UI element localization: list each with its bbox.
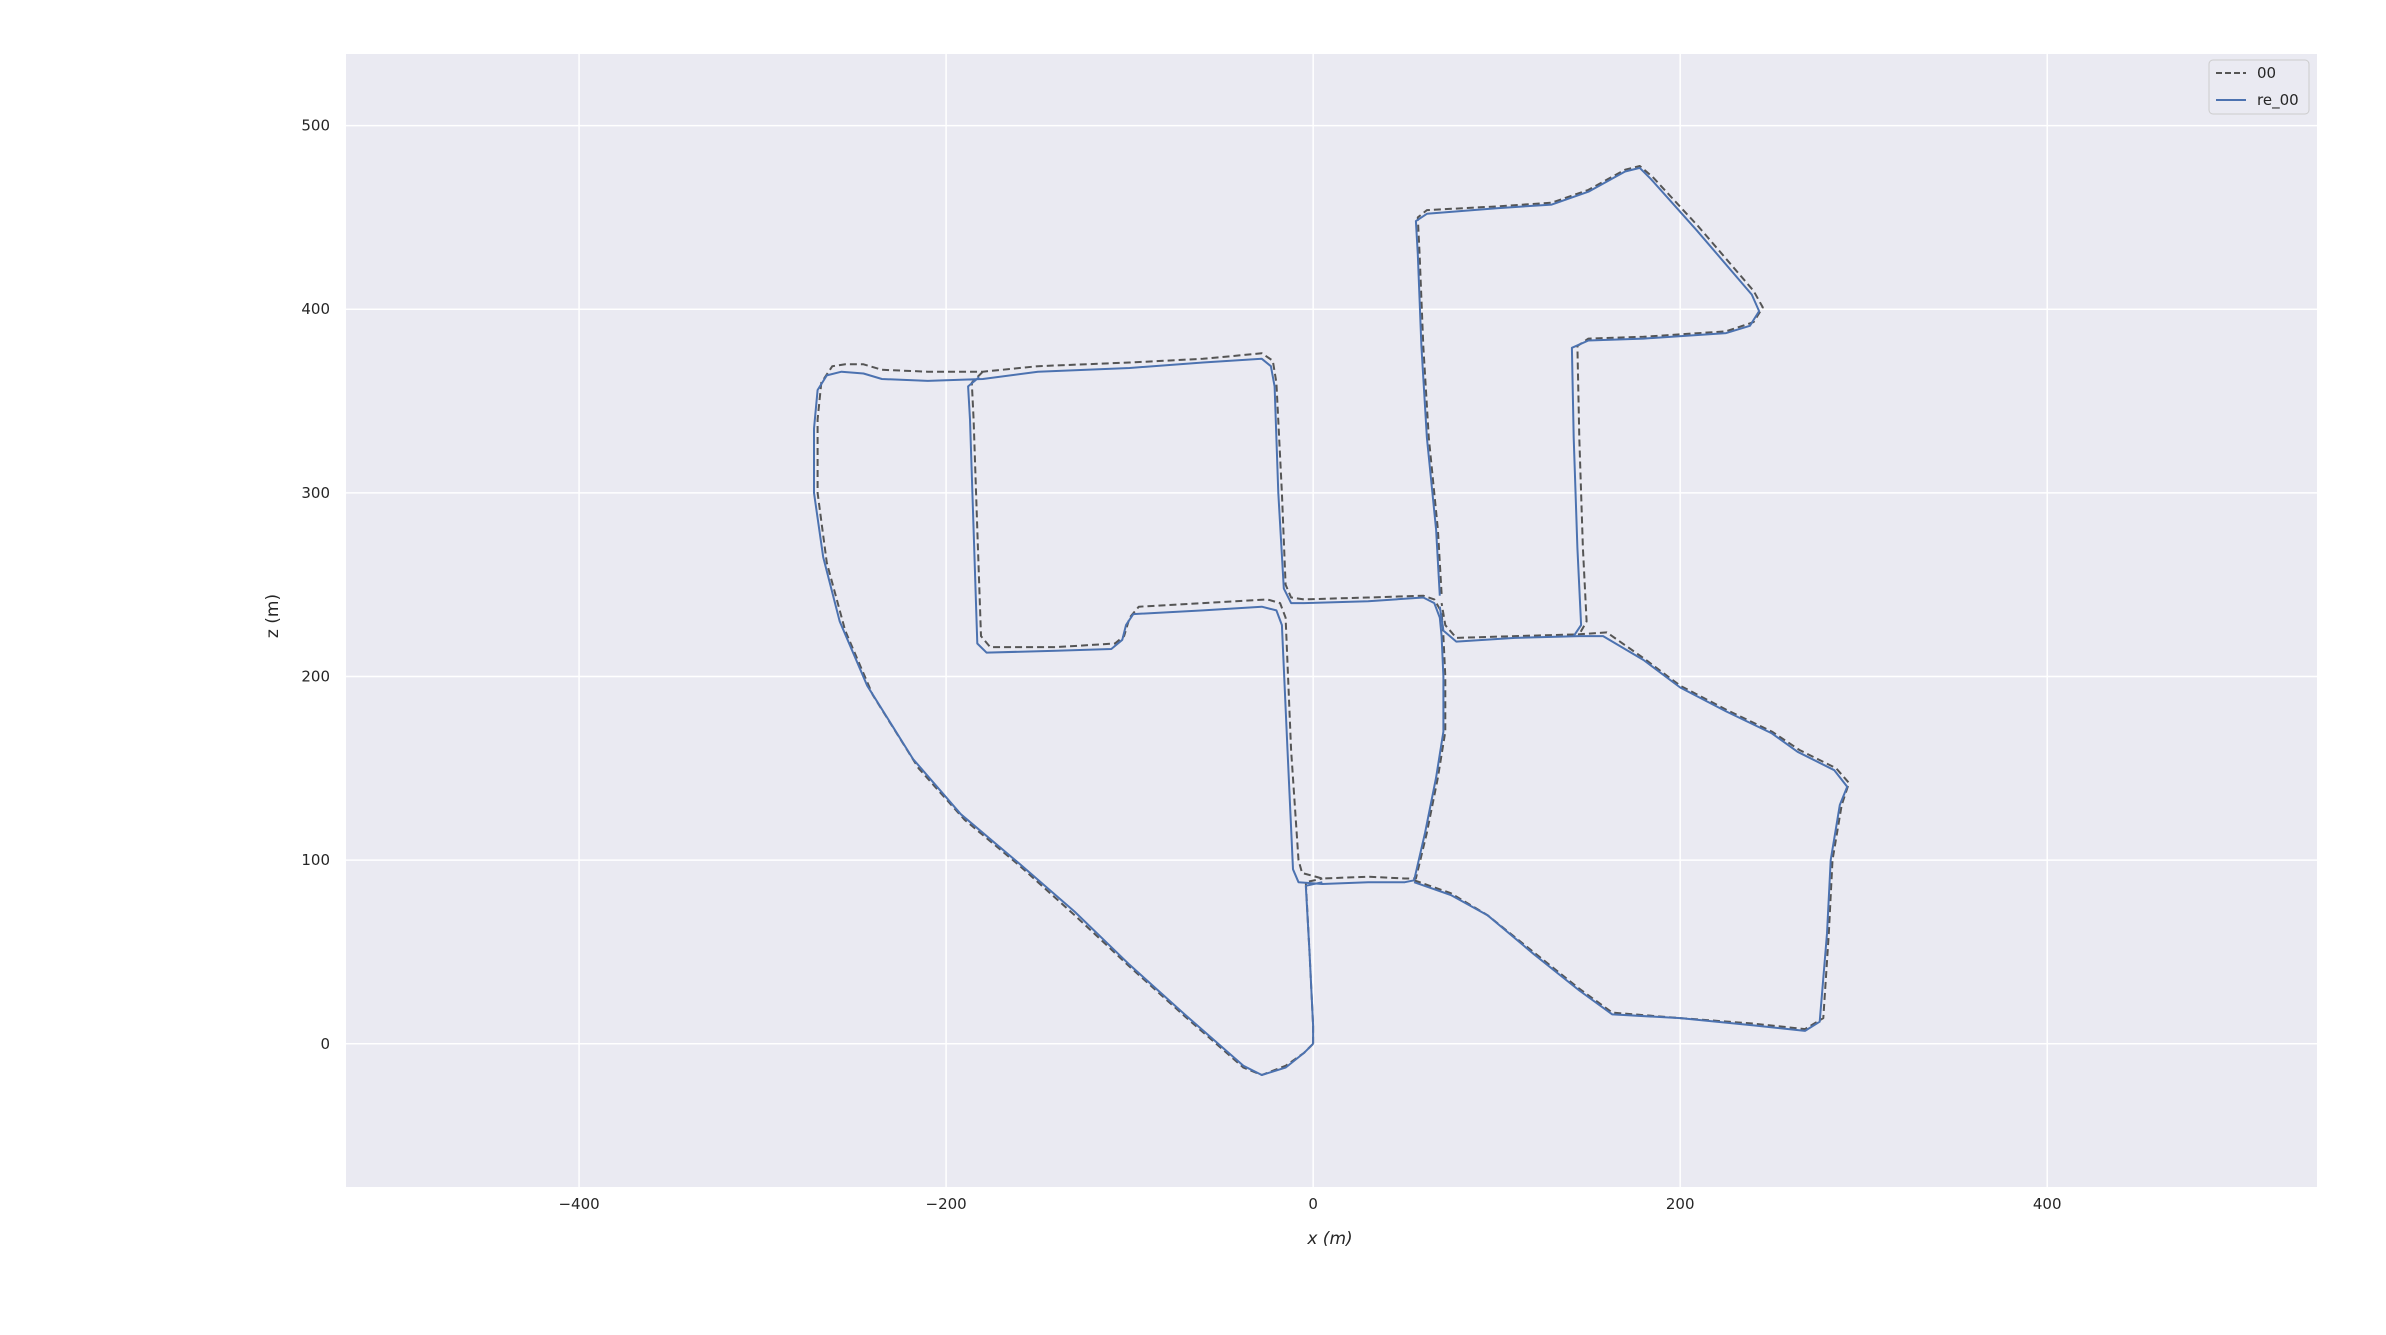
series-re-00-path [813, 357, 1445, 1076]
x-tick-label: 0 [1308, 1195, 1318, 1213]
legend-label-re-00: re_00 [2257, 91, 2299, 110]
y-axis-label: z (m) [263, 594, 283, 638]
y-tick-labels: 0 100 200 300 400 500 [301, 117, 330, 1053]
legend: 00 re_00 [2208, 59, 2310, 115]
y-tick-label: 300 [301, 484, 330, 502]
y-tick-label: 500 [301, 117, 330, 135]
y-tick-label: 100 [301, 851, 330, 869]
x-tick-label: 400 [2033, 1195, 2062, 1213]
x-tick-labels: −400 −200 0 200 400 [558, 1195, 2061, 1213]
series-00-path [1413, 602, 1850, 1031]
series-lines [813, 165, 1850, 1076]
series-re-00-path [1304, 881, 1323, 1044]
series-re-00-path [1414, 166, 1761, 637]
y-tick-label: 0 [320, 1035, 330, 1053]
series-re-00-path [1413, 606, 1849, 1032]
x-tick-label: −400 [558, 1195, 599, 1213]
y-tick-label: 200 [301, 668, 330, 686]
grid [346, 54, 2317, 1187]
x-tick-label: 200 [1666, 1195, 1695, 1213]
y-tick-label: 400 [301, 300, 330, 318]
x-tick-label: −200 [926, 1195, 967, 1213]
plot-background [346, 54, 2317, 1187]
legend-label-00: 00 [2257, 64, 2276, 82]
x-axis-label: x (m) [1306, 1229, 1352, 1249]
